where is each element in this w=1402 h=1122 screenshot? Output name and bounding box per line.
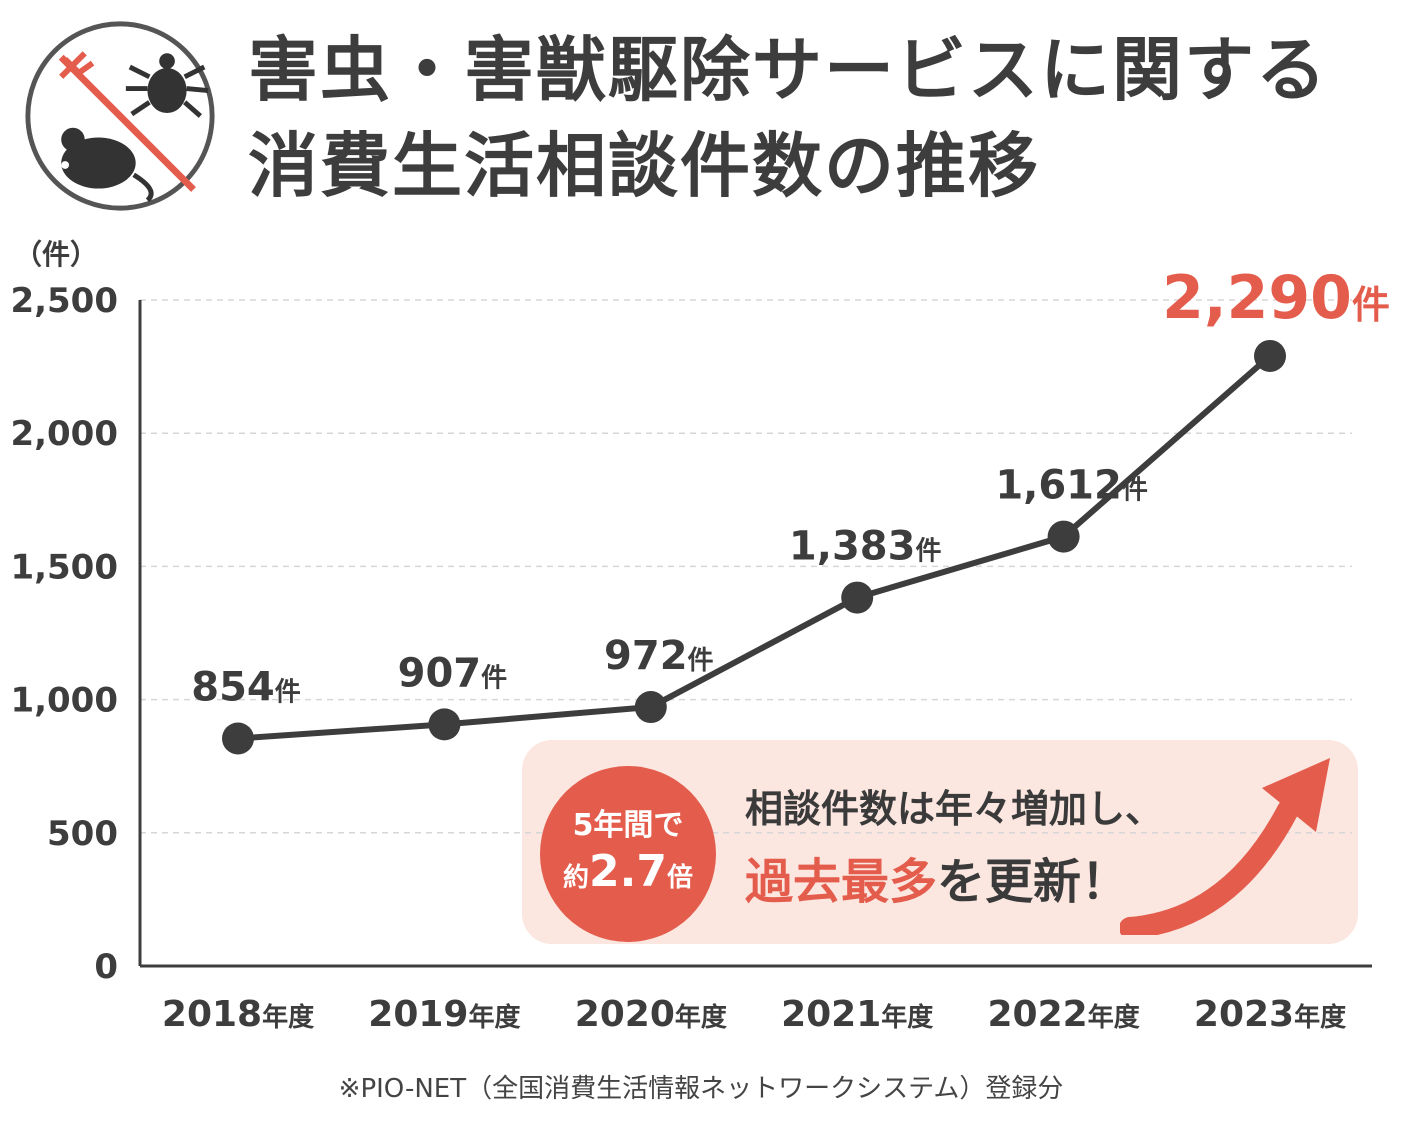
badge-suffix: 倍 xyxy=(666,863,693,893)
increase-badge: 5年間で 約2.7倍 xyxy=(540,766,716,942)
callout-message-line-1: 相談件数は年々増加し、 xyxy=(745,787,1164,831)
title-line-2: 消費生活相談件数の推移 xyxy=(248,125,1040,207)
data-point xyxy=(1047,520,1080,553)
y-tick-label: 2,000 xyxy=(10,414,118,454)
callout-message-rest: を更新！ xyxy=(937,854,1130,910)
source-note: ※PIO-NET（全国消費生活情報ネットワークシステム）登録分 xyxy=(338,1074,1064,1104)
upward-trend-arrow-icon xyxy=(1120,758,1330,935)
x-tick-label: 2020年度 xyxy=(575,994,727,1035)
data-label: 854件 xyxy=(191,664,301,710)
y-tick-label: 0 xyxy=(94,947,118,987)
no-pests-icon xyxy=(25,21,215,211)
badge-prefix: 約 xyxy=(563,863,590,893)
y-tick-label: 500 xyxy=(47,814,118,854)
data-point xyxy=(1254,339,1286,372)
x-tick-label: 2022年度 xyxy=(987,994,1139,1035)
data-label: 1,612件 xyxy=(995,463,1148,509)
data-label: 972件 xyxy=(604,633,714,679)
data-point xyxy=(428,708,461,741)
title-line-1: 害虫・害獣駆除サービスに関する xyxy=(248,29,1328,111)
callout-message-line-2: 過去最多を更新！ xyxy=(745,842,1129,912)
data-label: 2,290件 xyxy=(1162,263,1390,333)
data-label: 907件 xyxy=(398,650,508,696)
chart-title: 害虫・害獣駆除サービスに関する 消費生活相談件数の推移 xyxy=(248,22,1328,214)
x-tick-label: 2021年度 xyxy=(781,994,933,1035)
badge-line-1: 5年間で xyxy=(572,808,684,843)
data-label: 1,383件 xyxy=(789,524,942,570)
x-tick-label: 2018年度 xyxy=(162,994,314,1035)
series-line xyxy=(237,353,1272,742)
badge-number: 2.7 xyxy=(589,846,667,897)
tick-icon xyxy=(125,53,209,118)
y-tick-label: 1,500 xyxy=(10,547,118,587)
x-tick-label: 2019年度 xyxy=(368,994,520,1035)
y-tick-label: 1,000 xyxy=(10,681,118,721)
badge-line-2: 約2.7倍 xyxy=(540,846,716,897)
y-axis-unit-label: （件） xyxy=(14,238,99,271)
data-point xyxy=(841,581,874,614)
data-point xyxy=(634,691,667,724)
data-point xyxy=(222,722,254,755)
x-tick-label: 2023年度 xyxy=(1194,994,1346,1035)
y-tick-label: 2,500 xyxy=(10,281,118,321)
mouse-icon xyxy=(61,127,154,203)
callout-highlight: 過去最多 xyxy=(745,854,938,910)
trident-icon xyxy=(59,51,95,79)
